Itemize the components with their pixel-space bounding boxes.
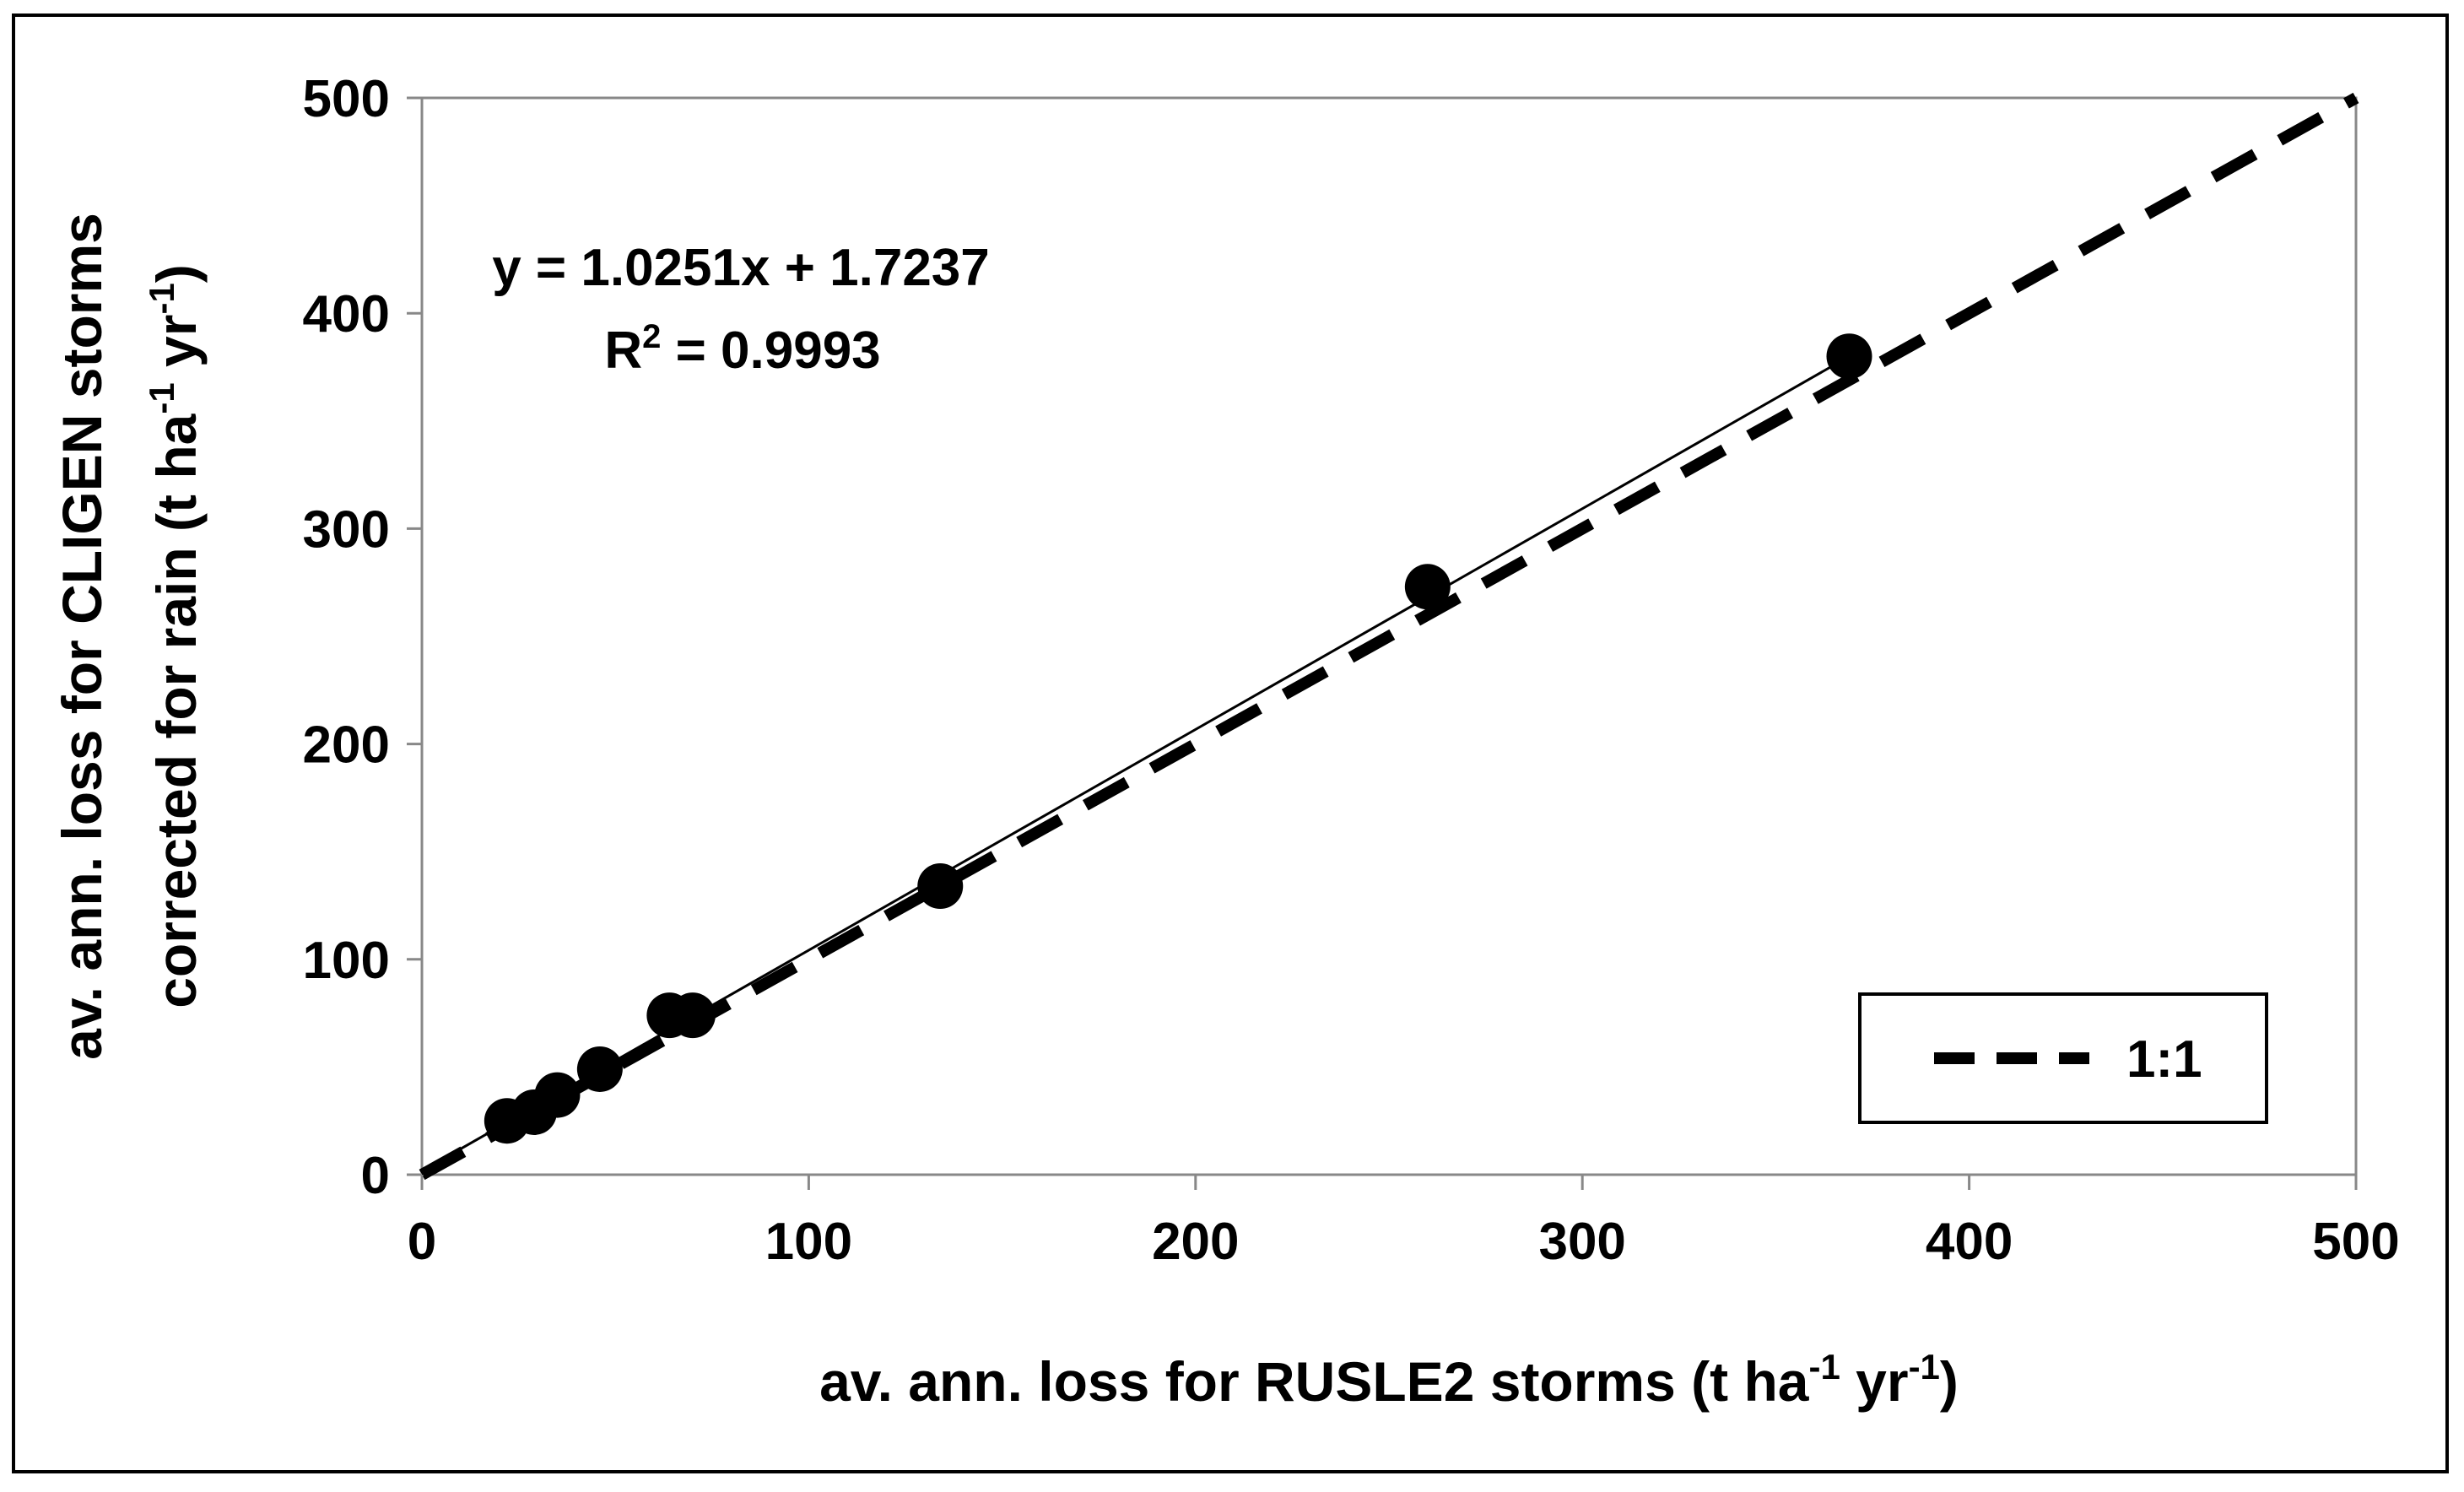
plot-area — [420, 96, 2358, 1176]
r2-value: = 0.9993 — [661, 322, 880, 380]
x-tick-label: 0 — [408, 1213, 436, 1271]
x-axis-title: av. ann. loss for RUSLE2 storms (t ha-1 … — [819, 1347, 1959, 1413]
trendline-equation: y = 1.0251x + 1.7237 — [492, 239, 990, 297]
y-title2-mid: yr — [145, 315, 208, 383]
y-title2-sup1: -1 — [142, 382, 181, 414]
y-tick-label: 300 — [303, 500, 390, 559]
reference-line — [419, 92, 2359, 1181]
data-point — [576, 1046, 623, 1092]
x-tick-label: 200 — [1152, 1213, 1239, 1271]
legend-entry-label: 1:1 — [2126, 1030, 2202, 1089]
x-tick-label: 300 — [1538, 1213, 1625, 1271]
chart-frame — [12, 14, 2449, 1473]
data-point — [534, 1072, 581, 1118]
trendline-r-squared: R2 = 0.9993 — [604, 318, 880, 380]
x-title-sup1: -1 — [1808, 1347, 1840, 1387]
y-axis-title-line1: av. ann. loss for CLIGEN storms — [51, 213, 113, 1060]
data-point — [1404, 564, 1451, 610]
y-axis-title: av. ann. loss for CLIGEN storms correcte… — [51, 213, 208, 1060]
trendline — [421, 354, 1851, 1172]
x-title-main: av. ann. loss for RUSLE2 storms (t ha — [819, 1350, 1810, 1413]
legend-box — [1858, 992, 2268, 1124]
y-tick-label: 400 — [303, 285, 390, 343]
x-tick-label: 500 — [2312, 1213, 2399, 1271]
x-title-mid: yr — [1840, 1350, 1909, 1413]
trendline-line — [421, 354, 1851, 1172]
y-title2-sup2: -1 — [142, 283, 181, 314]
data-points — [484, 333, 1872, 1144]
x-tick-label: 400 — [1926, 1213, 2013, 1271]
data-point — [669, 992, 716, 1039]
y-axis-ticks: 0 100 200 300 400 500 — [303, 70, 422, 1205]
x-tick-label: 100 — [765, 1213, 852, 1271]
y-title2-end: ) — [145, 264, 208, 283]
data-point — [917, 863, 964, 910]
x-title-end: ) — [1940, 1350, 1959, 1413]
x-axis-ticks: 0 100 200 300 400 500 — [408, 1175, 2400, 1271]
y-tick-label: 200 — [303, 716, 390, 775]
x-title-sup2: -1 — [1909, 1347, 1940, 1387]
reference-line-1to1 — [419, 92, 2359, 1181]
y-title2-main: corrected for rain (t ha — [145, 413, 208, 1008]
legend: 1:1 — [1858, 992, 2268, 1124]
y-tick-label: 100 — [303, 932, 390, 990]
data-point — [1826, 333, 1872, 380]
y-axis-title-line2: corrected for rain (t ha-1 yr-1) — [142, 264, 208, 1008]
r2-superscript: 2 — [642, 318, 661, 355]
plot-border — [420, 96, 2358, 1176]
r2-prefix: R — [604, 322, 642, 380]
y-tick-label: 0 — [361, 1147, 390, 1205]
y-tick-label: 500 — [303, 70, 390, 128]
